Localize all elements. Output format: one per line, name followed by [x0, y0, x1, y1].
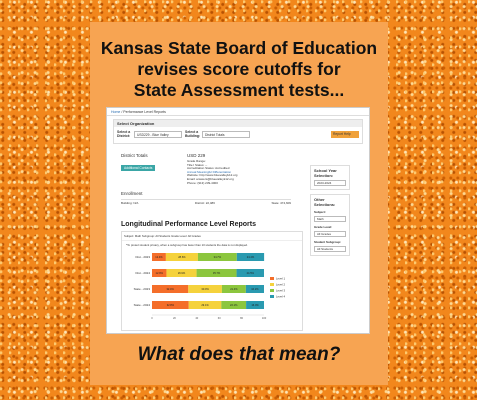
select-organization-panel: Select Organization Select a District: U…: [113, 119, 363, 144]
bar-segment: [165, 253, 198, 261]
info-line: Accreditation Status: Accredited: [187, 166, 230, 171]
info-line: Email: answers@bluevalleyk12.org: [187, 176, 234, 181]
privacy-note: *To protect student privacy, when a subg…: [126, 243, 248, 247]
breadcrumb-home-link[interactable]: Home: [111, 110, 121, 114]
info-line: Website: http://www.bluevalleyk12.org: [187, 173, 238, 178]
data-label: 24.4%: [247, 255, 255, 259]
legend-label: Level 4: [276, 295, 285, 299]
legend-label: Level 1: [276, 277, 285, 281]
bar-segment: [152, 253, 166, 261]
legend-label: Level 2: [276, 283, 285, 287]
selection-sidebar: School Year Selection: 2023-2024 Other S…: [310, 165, 350, 260]
tick-label: 0: [151, 316, 153, 320]
legend-swatch: [270, 289, 274, 292]
amd-link[interactable]: Annual Meaningful Differentiation: [187, 169, 232, 174]
bar-segment: [152, 285, 189, 293]
additional-contacts-button[interactable]: Additional Contacts: [121, 165, 156, 171]
legend-label: Level 3: [276, 289, 285, 293]
info-line: Grade Range:: [187, 159, 206, 163]
breadcrumb: Home / Performance Level Reports: [107, 108, 369, 116]
legend-swatch: [270, 277, 274, 280]
bar-segment: [236, 253, 265, 261]
building-label: Select a Building:: [185, 130, 201, 138]
data-label: 35.7%: [213, 271, 221, 275]
info-line: Title I Status: --: [187, 162, 208, 167]
enroll-state: State: 474,609: [271, 201, 291, 205]
headline: Kansas State Board of Education revises …: [90, 38, 388, 101]
bar-segment: [188, 301, 222, 309]
category-label: Dist - 2024: [135, 271, 150, 275]
bar-segment: [152, 301, 189, 309]
enroll-building: Building: N/A: [121, 201, 139, 205]
bar-segment: [246, 301, 264, 309]
data-label: 34.7%: [214, 255, 222, 259]
tick-label: 80: [240, 316, 243, 320]
data-label: 32.8%: [167, 303, 175, 307]
chart-card: Subject: Math Subgroup: All Students Gra…: [121, 231, 303, 331]
data-label: 28.6%: [178, 255, 186, 259]
data-label: 30.0%: [201, 287, 209, 291]
school-year-select[interactable]: 2023-2024: [314, 180, 346, 187]
category-label: State - 2024: [134, 303, 151, 307]
enrollment-row: Building: N/A District: 22,486 State: 47…: [121, 199, 291, 205]
legend-swatch: [270, 295, 274, 298]
district-select[interactable]: USD229 - Blue Valley: [134, 130, 182, 138]
breadcrumb-current: Performance Level Reports: [123, 110, 166, 114]
data-label: 12.4%: [155, 255, 163, 259]
other-selections-title: Other Selections:: [314, 197, 336, 207]
bar-segment: [221, 301, 247, 309]
headline-line-1: Kansas State Board of Education: [100, 38, 378, 58]
data-label: 26.9%: [178, 271, 186, 275]
bar-segment: [196, 269, 237, 277]
tick-label: 40: [195, 316, 198, 320]
tick-label: 60: [218, 316, 221, 320]
bar-segment: [236, 269, 264, 277]
performance-chart: Dist - 2023 12.4% 28.6% 34.7% 24.4% Dist - 20…: [134, 253, 285, 320]
data-label: 16.0%: [251, 303, 259, 307]
data-label: 12.9%: [156, 271, 164, 275]
bar-segment: [221, 285, 246, 293]
school-year-title: School Year Selection:: [314, 168, 337, 178]
longitudinal-title: Longitudinal Performance Level Reports: [121, 221, 256, 228]
data-label: 22.1%: [230, 303, 238, 307]
subject-label: Subject:: [314, 210, 326, 215]
bar-segment: [245, 285, 264, 293]
legend-swatch: [270, 283, 274, 286]
building-select[interactable]: District Totals: [202, 130, 250, 138]
bar-segment: [152, 269, 167, 277]
bar-segment: [188, 285, 222, 293]
enroll-district: District: 22,486: [194, 201, 215, 205]
grade-label: Grade Level:: [314, 225, 333, 230]
report-help-button[interactable]: Report Help: [331, 130, 359, 138]
bar-segment: [197, 253, 237, 261]
grade-select[interactable]: All Grades: [314, 231, 346, 238]
district-info: Grade Range: Title I Status: -- Accredit…: [187, 159, 238, 185]
subgroup-select[interactable]: All Students: [314, 246, 346, 253]
tick-label: 20: [173, 316, 176, 320]
subgroup-label: Student Subgroup:: [314, 240, 342, 245]
data-label: 16.2%: [251, 287, 259, 291]
info-line: Phone: (913) 239-4000: [187, 180, 218, 185]
data-label: 24.5%: [247, 271, 255, 275]
select-organization-header: Select Organization: [114, 120, 362, 127]
category-label: Dist - 2023: [135, 255, 150, 259]
district-totals-heading: District Totals: [121, 153, 148, 158]
headline-line-3: State Assessment tests...: [133, 80, 345, 100]
data-label: 32.4%: [166, 287, 174, 291]
data-label: 21.4%: [230, 287, 238, 291]
subject-select[interactable]: Math: [314, 216, 346, 223]
chart-subtitle: Subject: Math Subgroup: All Students Gra…: [122, 232, 302, 241]
footer-question: What does that mean?: [137, 344, 341, 365]
district-label: Select a District:: [117, 130, 131, 138]
data-label: 29.1%: [201, 303, 209, 307]
category-label: State - 2023: [134, 287, 151, 291]
headline-line-2: revises score cutoffs for: [137, 59, 341, 79]
usd-title: USD 229: [187, 153, 206, 158]
tick-label: 100: [262, 316, 267, 320]
report-screenshot: Home / Performance Level Reports Select …: [106, 107, 370, 334]
enrollment-heading: Enrollment: [121, 191, 143, 196]
bar-segment: [166, 269, 197, 277]
